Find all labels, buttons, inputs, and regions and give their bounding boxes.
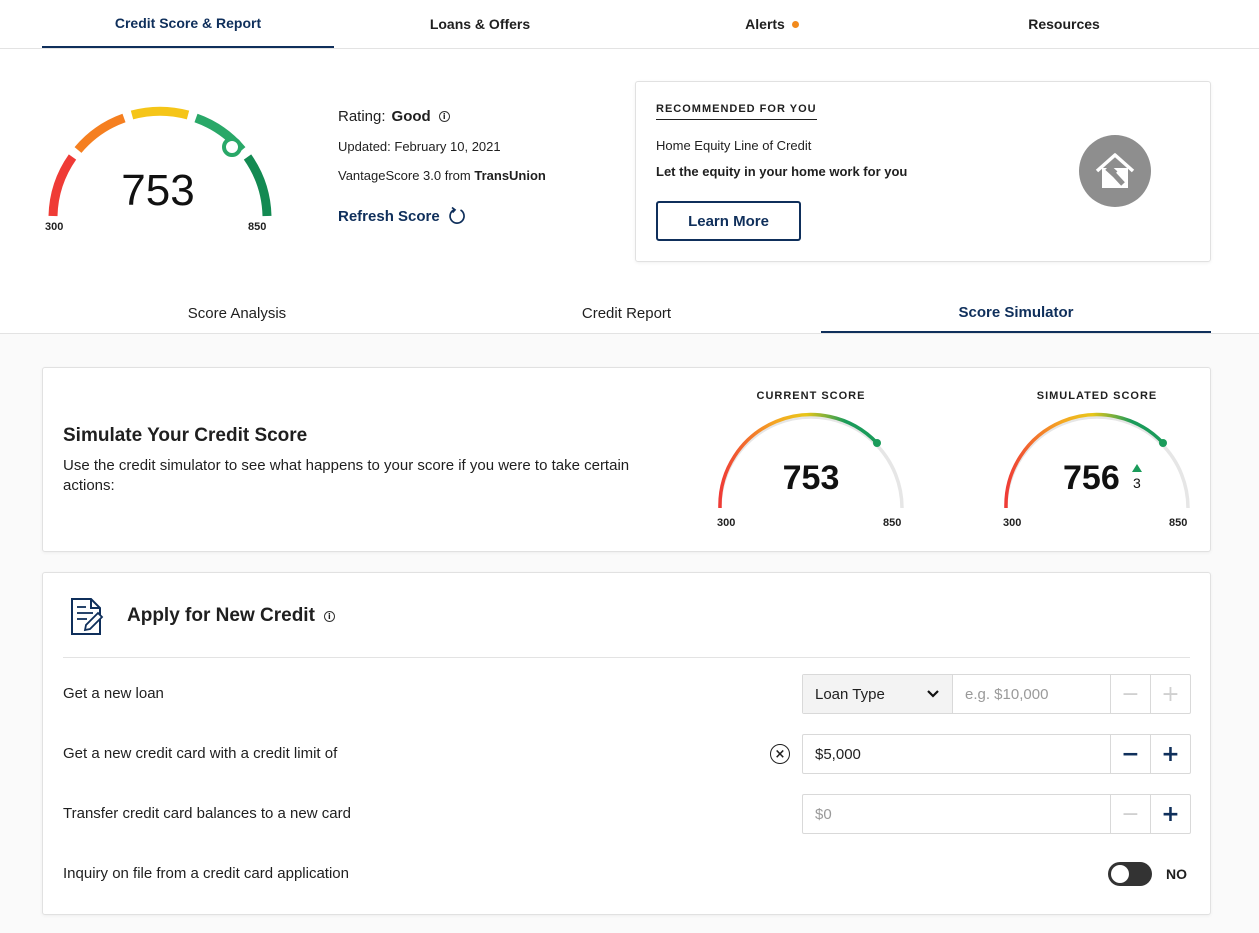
new-card-limit-label: Get a new credit card with a credit limi…: [63, 745, 338, 762]
score-marker: [222, 137, 242, 157]
current-gauge-arc: [718, 412, 904, 509]
tab-label: Credit Report: [581, 305, 672, 322]
tab-resources[interactable]: Resources: [918, 0, 1210, 48]
tab-label: Loans & Offers: [429, 16, 531, 32]
info-icon[interactable]: i: [323, 610, 335, 622]
score-sub-navigation: Score Analysis Credit Report Score Simul…: [0, 294, 1259, 334]
new-loan-field: Loan Type − +: [802, 674, 1191, 714]
recommended-card: RECOMMENDED FOR YOU Home Equity Line of …: [635, 81, 1211, 262]
tab-score-analysis[interactable]: Score Analysis: [42, 294, 432, 333]
balance-transfer-increment-button[interactable]: +: [1150, 795, 1190, 833]
loan-decrement-button[interactable]: −: [1110, 675, 1150, 713]
balance-transfer-label: Transfer credit card balances to a new c…: [63, 805, 351, 822]
simulated-score-gauge: 756 3 300 850: [997, 408, 1197, 538]
learn-more-button[interactable]: Learn More: [656, 201, 801, 241]
current-score-gauge: 753 300 850: [711, 408, 911, 538]
current-score-caption: CURRENT SCORE: [756, 390, 866, 402]
score-info: Rating: Good i Updated: February 10, 2021 …: [338, 108, 546, 226]
tab-label: Resources: [1028, 16, 1100, 32]
refresh-icon: [448, 206, 465, 224]
loan-amount-input[interactable]: [953, 675, 1110, 713]
simulated-score-caption: SIMULATED SCORE: [1036, 390, 1158, 402]
refresh-score-label: Refresh Score: [338, 207, 440, 225]
tab-credit-report[interactable]: Credit Report: [432, 294, 821, 333]
bureau-name: TransUnion: [474, 168, 546, 183]
new-loan-label: Get a new loan: [63, 685, 164, 702]
score-model: VantageScore 3.0 from: [338, 168, 471, 183]
balance-transfer-field: − +: [802, 794, 1191, 834]
tab-label: Score Simulator: [958, 304, 1074, 321]
credit-limit-decrement-button[interactable]: −: [1110, 735, 1150, 773]
info-icon[interactable]: i: [438, 111, 450, 122]
score-min: 300: [45, 221, 64, 233]
clear-icon[interactable]: ×: [770, 744, 790, 764]
apply-new-credit-title: Apply for New Credit i: [127, 605, 335, 627]
current-score-max: 850: [883, 517, 902, 529]
rating-value: Good: [391, 108, 431, 125]
loan-type-value: Loan Type: [815, 685, 885, 703]
simulated-score-max: 850: [1169, 517, 1188, 529]
credit-limit-input[interactable]: [803, 735, 1110, 773]
tab-loans-offers[interactable]: Loans & Offers: [334, 0, 626, 48]
credit-score-gauge: 753 300 850: [40, 100, 280, 240]
tab-label: Score Analysis: [187, 305, 287, 322]
credit-limit-field: − +: [802, 734, 1191, 774]
simulated-gauge-arc: [1004, 412, 1190, 509]
top-navigation: Credit Score & Report Loans & Offers Ale…: [0, 0, 1259, 49]
simulated-score-value: 756: [1063, 459, 1120, 497]
score-max: 850: [248, 221, 267, 233]
recommended-product: Home Equity Line of Credit: [656, 138, 812, 153]
application-document-icon: [69, 597, 105, 642]
current-score-marker: [873, 439, 881, 447]
simulator-card: Simulate Your Credit Score Use the credi…: [42, 367, 1211, 552]
credit-limit-increment-button[interactable]: +: [1150, 735, 1190, 773]
inquiry-toggle[interactable]: [1108, 862, 1152, 886]
refresh-score-link[interactable]: Refresh Score: [338, 206, 467, 226]
simulator-description: Use the credit simulator to see what hap…: [63, 457, 630, 494]
simulated-score-marker: [1159, 439, 1167, 447]
score-value: 753: [121, 166, 195, 215]
loan-type-select[interactable]: Loan Type: [803, 675, 953, 713]
loan-increment-button[interactable]: +: [1150, 675, 1190, 713]
current-score-value: 753: [782, 459, 840, 497]
score-increase-arrow-icon: [1132, 464, 1142, 472]
inquiry-toggle-state: NO: [1166, 866, 1187, 882]
recommended-tagline: Let the equity in your home work for you: [656, 164, 908, 179]
inquiry-label: Inquiry on file from a credit card appli…: [63, 865, 349, 882]
tab-credit-score-report[interactable]: Credit Score & Report: [42, 0, 334, 48]
apply-new-credit-card: Apply for New Credit i Get a new loan Loa…: [42, 572, 1211, 915]
rating-label: Rating:: [338, 108, 386, 125]
chevron-down-icon: [927, 690, 939, 698]
recommended-heading: RECOMMENDED FOR YOU: [656, 103, 817, 120]
toggle-knob: [1111, 865, 1129, 883]
simulator-title: Simulate Your Credit Score: [63, 425, 308, 446]
simulated-score-min: 300: [1003, 517, 1022, 529]
tab-label: Alerts: [745, 16, 785, 32]
tab-alerts[interactable]: Alerts: [626, 0, 918, 48]
current-score-min: 300: [717, 517, 736, 529]
score-change-value: 3: [1133, 475, 1141, 491]
alert-indicator-dot: [791, 20, 799, 28]
balance-transfer-input[interactable]: [803, 795, 1110, 833]
tab-label: Credit Score & Report: [114, 15, 262, 31]
section-divider: [63, 657, 1190, 658]
updated-date: Updated: February 10, 2021: [338, 139, 501, 154]
tab-score-simulator[interactable]: Score Simulator: [821, 294, 1211, 333]
apply-title-text: Apply for New Credit: [127, 605, 315, 626]
home-equity-icon: [1079, 135, 1151, 207]
score-gauge-arcs: [48, 106, 272, 217]
balance-transfer-decrement-button[interactable]: −: [1110, 795, 1150, 833]
